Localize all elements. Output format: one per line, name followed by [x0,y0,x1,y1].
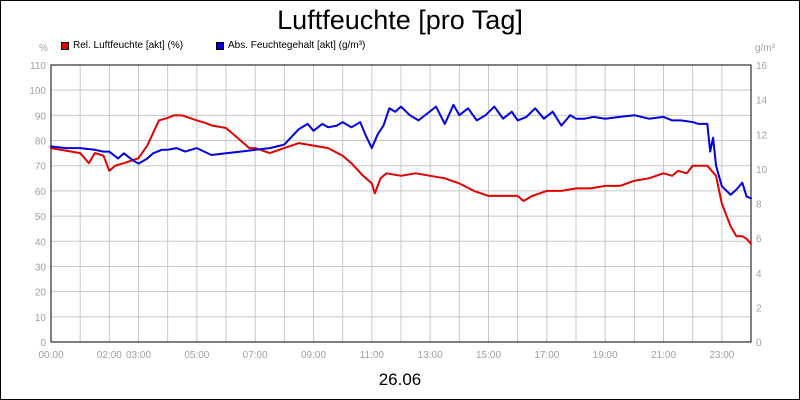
x-tick-label: 03:00 [126,350,151,361]
x-tick-label: 02:00 [97,350,122,361]
legend-swatch-blue [216,42,224,50]
x-tick-label: 07:00 [243,350,268,361]
x-tick-label: 05:00 [184,350,209,361]
legend-swatch-red [61,42,69,50]
right-tick-label: 16 [756,61,768,72]
series-line-rel-humidity [50,114,752,245]
right-tick-label: 4 [756,269,762,280]
left-tick-label: 50 [35,212,47,223]
left-tick-label: 90 [35,111,47,122]
x-tick-label: 21:00 [651,350,676,361]
left-tick-label: 40 [35,237,47,248]
left-tick-label: 60 [35,187,47,198]
right-tick-label: 2 [756,303,762,314]
right-tick-label: 12 [756,130,768,141]
x-tick-label: 11:00 [360,350,385,361]
x-tick-label: 00:00 [38,350,63,361]
right-axis-unit: g/m³ [755,43,775,54]
right-tick-label: 0 [756,338,762,349]
chart-title: Luftfeuchte [pro Tag] [277,5,523,35]
left-axis-unit: % [39,43,48,54]
left-tick-label: 10 [35,313,47,324]
x-tick-label: 19:00 [593,350,618,361]
left-tick-label: 20 [35,288,47,299]
right-tick-label: 14 [756,96,768,107]
left-tick-label: 70 [35,162,47,173]
x-tick-label: 13:00 [418,350,443,361]
legend-label-rel-humidity: Rel. Luftfeuchte [akt] (%) [73,40,184,51]
right-tick-label: 10 [756,165,768,176]
right-tick-label: 6 [756,234,762,245]
legend-label-abs-humidity: Abs. Feuchtegehalt [akt] (g/m³) [228,40,366,51]
left-tick-label: 80 [35,137,47,148]
left-tick-label: 0 [40,338,46,349]
x-tick-label: 09:00 [301,350,326,361]
left-tick-label: 110 [30,61,46,72]
series-line-abs-humidity [50,103,752,200]
left-tick-label: 100 [29,86,46,97]
plot-border [50,64,752,343]
date-label: 26.06 [378,370,422,389]
left-tick-label: 30 [35,262,47,273]
x-tick-label: 23:00 [709,350,734,361]
x-tick-label: 15:00 [476,350,501,361]
x-tick-label: 17:00 [534,350,559,361]
right-tick-label: 8 [756,200,762,211]
